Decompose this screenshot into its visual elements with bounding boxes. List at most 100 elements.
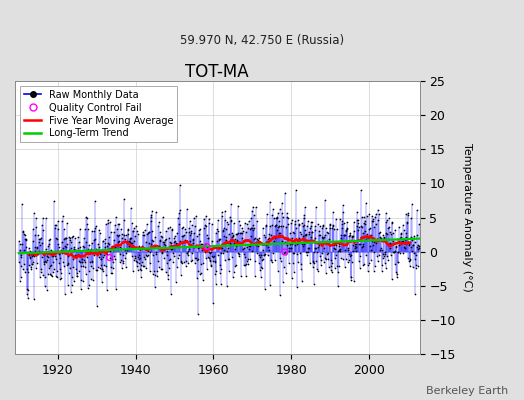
Point — [182, 258, 190, 264]
Point — [335, 241, 344, 247]
Point — [343, 219, 351, 225]
Point — [68, 274, 77, 280]
Point — [397, 231, 406, 237]
Point — [265, 234, 273, 241]
Point — [311, 223, 319, 229]
Point — [38, 222, 47, 228]
Point — [17, 263, 26, 270]
Point — [380, 253, 388, 260]
Point — [170, 244, 178, 250]
Point — [258, 224, 267, 231]
Point — [346, 277, 355, 284]
Point — [339, 256, 347, 262]
Point — [45, 264, 53, 271]
Point — [59, 245, 67, 251]
Point — [143, 220, 151, 227]
Point — [66, 237, 74, 243]
Point — [331, 255, 339, 261]
Point — [271, 222, 280, 228]
Point — [164, 276, 172, 282]
Point — [156, 237, 165, 244]
Point — [66, 235, 74, 241]
Point — [340, 232, 348, 238]
Point — [366, 225, 375, 231]
Point — [194, 268, 202, 274]
Point — [355, 240, 364, 247]
Point — [401, 245, 409, 251]
Point — [101, 236, 110, 242]
Point — [156, 246, 165, 253]
Point — [379, 251, 387, 257]
Point — [363, 213, 372, 219]
Point — [123, 240, 132, 246]
Point — [209, 300, 217, 306]
Point — [206, 258, 215, 265]
Point — [288, 216, 296, 223]
Point — [103, 243, 111, 249]
Point — [117, 235, 126, 242]
Point — [381, 265, 390, 271]
Point — [177, 272, 185, 278]
Point — [367, 247, 375, 253]
Point — [389, 248, 397, 255]
Point — [263, 237, 271, 244]
Point — [84, 246, 92, 252]
Point — [220, 247, 228, 254]
Point — [91, 236, 99, 242]
Point — [332, 263, 341, 270]
Point — [300, 212, 309, 218]
Point — [374, 206, 382, 213]
Point — [364, 268, 373, 274]
Point — [122, 238, 130, 244]
Point — [44, 271, 52, 277]
Point — [326, 225, 334, 231]
Point — [353, 209, 362, 216]
Point — [406, 262, 414, 269]
Point — [108, 243, 116, 250]
Point — [172, 242, 181, 248]
Point — [399, 237, 407, 244]
Point — [92, 246, 100, 252]
Point — [18, 201, 26, 208]
Point — [210, 252, 218, 259]
Point — [335, 248, 344, 254]
Point — [273, 214, 281, 221]
Point — [179, 224, 188, 230]
Point — [45, 237, 53, 243]
Point — [363, 231, 371, 238]
Point — [305, 260, 314, 267]
Point — [85, 242, 93, 248]
Point — [21, 231, 29, 238]
Point — [172, 264, 181, 270]
Point — [272, 214, 281, 221]
Point — [264, 240, 272, 247]
Point — [183, 252, 192, 258]
Point — [284, 214, 292, 221]
Point — [205, 255, 213, 262]
Point — [271, 235, 279, 241]
Point — [299, 222, 307, 229]
Point — [231, 246, 239, 252]
Point — [325, 222, 334, 228]
Point — [289, 250, 298, 257]
Point — [377, 246, 386, 253]
Point — [167, 246, 176, 252]
Point — [280, 249, 289, 255]
Point — [19, 246, 28, 253]
Point — [17, 252, 25, 258]
Point — [264, 236, 272, 242]
Point — [339, 209, 347, 215]
Point — [128, 253, 137, 259]
Point — [222, 226, 230, 232]
Point — [156, 228, 164, 235]
Point — [224, 245, 233, 251]
Point — [32, 244, 41, 250]
Point — [233, 237, 241, 243]
Point — [409, 242, 417, 249]
Point — [235, 218, 243, 224]
Point — [118, 265, 126, 272]
Point — [198, 244, 206, 250]
Point — [318, 250, 326, 256]
Point — [57, 247, 65, 253]
Point — [313, 268, 322, 274]
